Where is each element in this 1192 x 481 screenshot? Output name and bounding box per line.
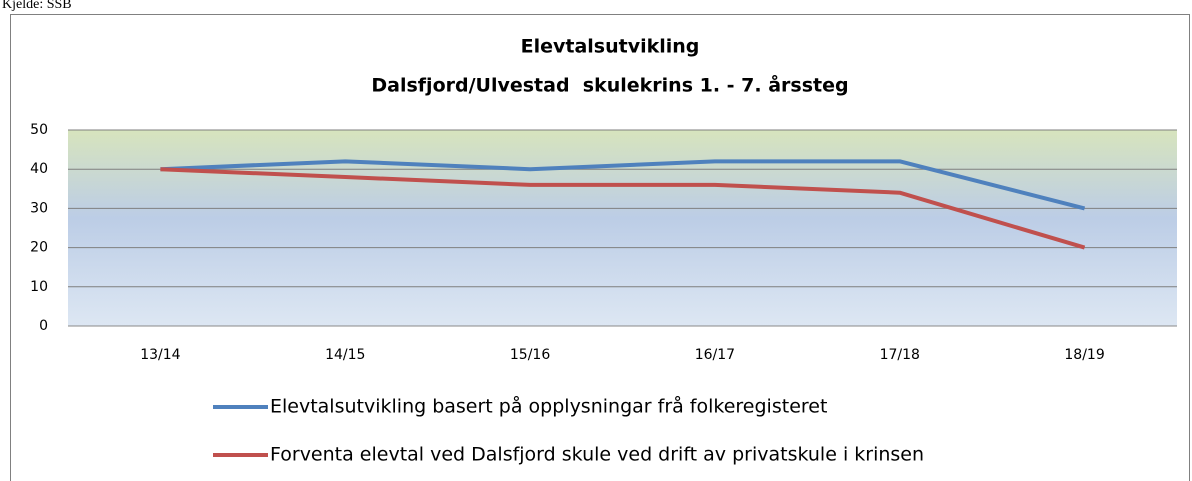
plot-area [68, 130, 1177, 326]
chart-title: Elevtalsutvikling [521, 36, 700, 58]
x-tick-label: 15/16 [510, 347, 550, 363]
y-tick-label: 20 [30, 240, 48, 256]
x-tick-label: 13/14 [140, 347, 180, 363]
x-tick-label: 17/18 [880, 347, 920, 363]
x-tick-label: 16/17 [695, 347, 735, 363]
x-tick-label: 18/19 [1064, 347, 1104, 363]
series-line [160, 159, 1086, 211]
source: Kjelde: SSB [2, 0, 72, 12]
y-tick-label: 10 [30, 279, 48, 295]
legend-label: Forventa elevtal ved Dalsfjord skule ved… [270, 444, 924, 466]
x-tick-label: 14/15 [325, 347, 365, 363]
chart-subtitle: Dalsfjord/Ulvestad skulekrins 1. - 7. år… [371, 73, 848, 97]
y-tick-label: 40 [30, 161, 48, 177]
legend-label: Elevtalsutvikling basert på opplysningar… [270, 395, 827, 418]
y-tick-label: 0 [39, 318, 48, 334]
y-tick-label: 30 [30, 200, 48, 216]
series-line [160, 167, 1086, 250]
y-tick-label: 50 [30, 122, 48, 138]
